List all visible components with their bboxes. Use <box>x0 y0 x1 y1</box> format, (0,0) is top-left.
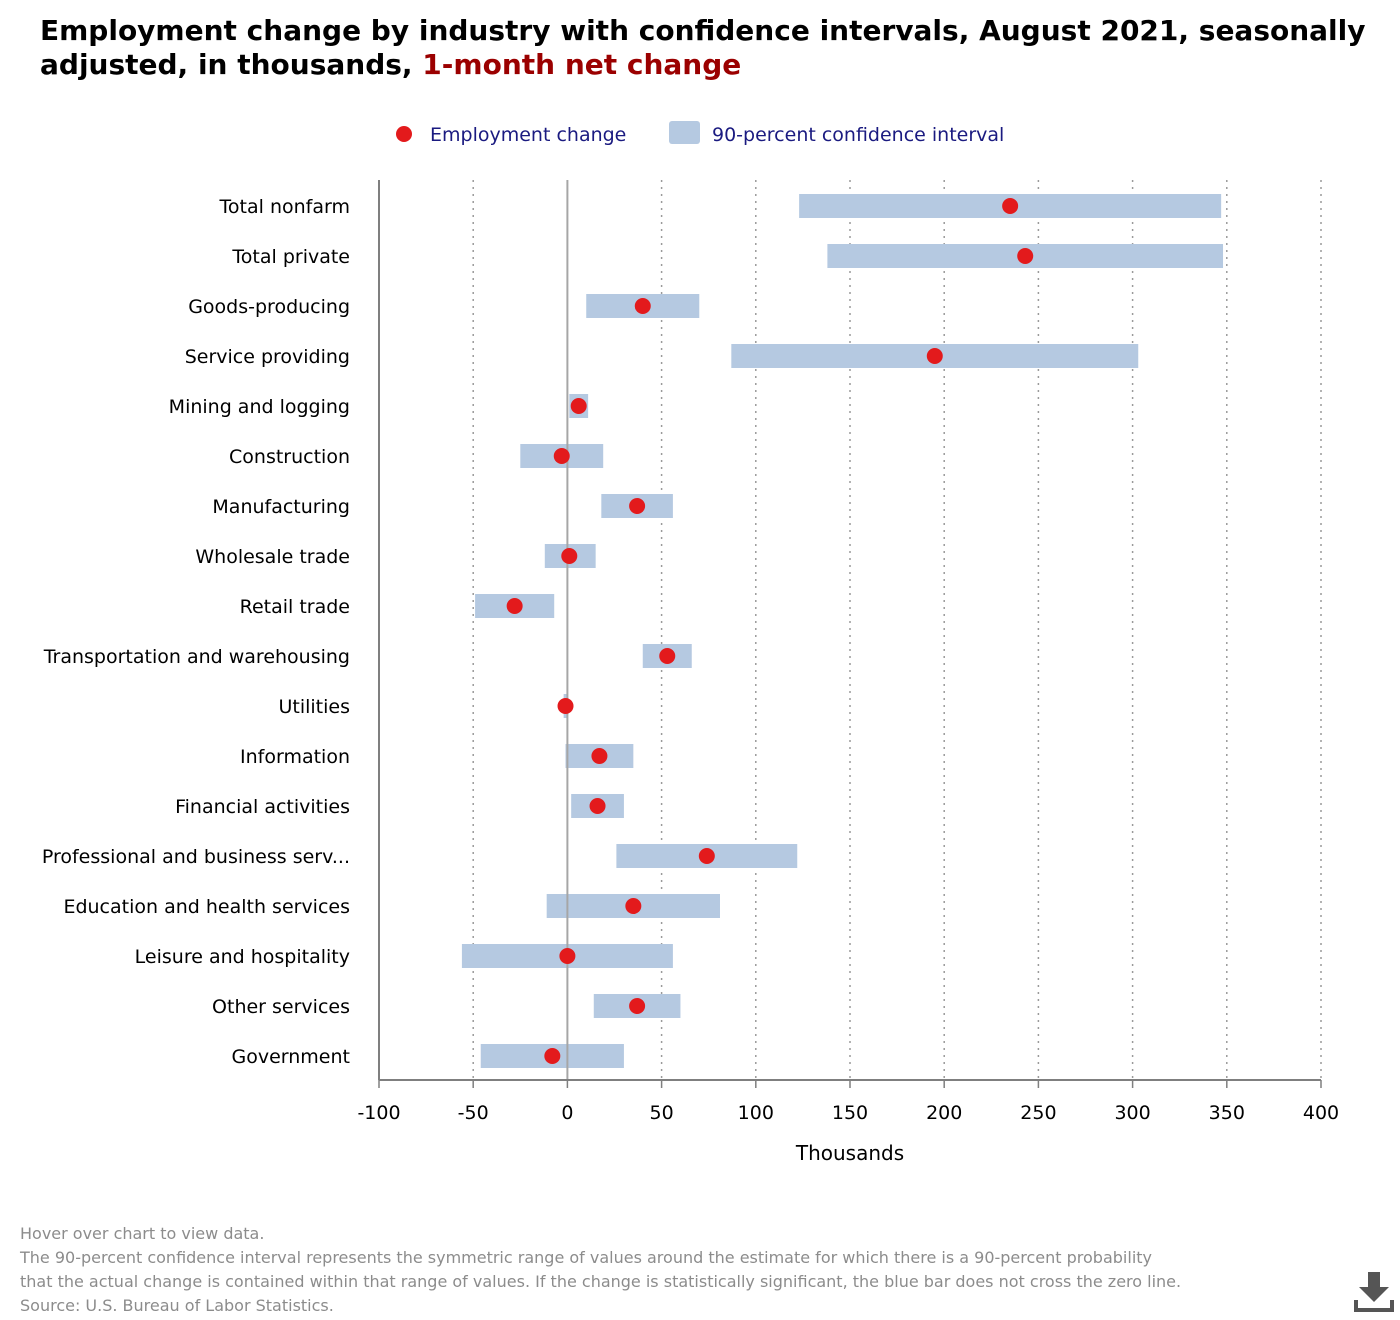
footer: Hover over chart to view data. The 90-pe… <box>20 1222 1320 1318</box>
x-tick-label: 50 <box>650 1102 674 1124</box>
employment-change-point <box>589 798 606 814</box>
employment-change-point <box>625 898 642 914</box>
employment-change-point <box>1002 198 1019 214</box>
category-label: Professional and business serv... <box>42 846 350 868</box>
footnote-line-2: that the actual change is contained with… <box>20 1272 1182 1291</box>
x-tick-label: 200 <box>926 1102 962 1124</box>
employment-change-point <box>561 548 578 564</box>
category-label: Leisure and hospitality <box>135 946 350 968</box>
category-label: Total private <box>231 246 350 268</box>
x-axis-ticks: -100 -50 0 50 100 150 200 250 300 350 400 <box>357 1080 1339 1124</box>
employment-change-point <box>659 648 676 664</box>
category-label: Education and health services <box>63 896 350 918</box>
legend-point-label: Employment change <box>430 124 626 146</box>
interval-bars <box>461 194 1224 1068</box>
category-label: Other services <box>212 996 350 1018</box>
legend-point-marker <box>396 126 412 142</box>
category-label: Utilities <box>278 696 350 718</box>
x-tick-label: 100 <box>738 1102 774 1124</box>
x-tick-label: 250 <box>1020 1102 1056 1124</box>
employment-change-point <box>629 998 646 1014</box>
employment-change-point <box>629 498 646 514</box>
employment-change-point <box>506 598 523 614</box>
legend[interactable]: Employment change 90-percent confidence … <box>396 121 1004 146</box>
category-label: Construction <box>229 446 350 468</box>
source-note: Source: U.S. Bureau of Labor Statistics. <box>20 1296 334 1315</box>
x-tick-label: 0 <box>561 1102 573 1124</box>
category-label: Retail trade <box>240 596 350 618</box>
chart[interactable]: Employment change 90-percent confidence … <box>0 100 1400 1180</box>
employment-change-point <box>634 298 651 314</box>
x-tick-label: 300 <box>1114 1102 1150 1124</box>
x-tick-label: -50 <box>458 1102 489 1124</box>
employment-change-point <box>544 1048 561 1064</box>
footnote-line-1: The 90-percent confidence interval repre… <box>20 1248 1152 1267</box>
x-axis-title: Thousands <box>795 1141 904 1165</box>
category-label: Service providing <box>185 346 350 368</box>
employment-change-point <box>591 748 608 764</box>
category-label: Total nonfarm <box>219 196 350 218</box>
category-label: Financial activities <box>175 796 350 818</box>
category-label: Mining and logging <box>169 396 350 418</box>
x-tick-label: -100 <box>357 1102 400 1124</box>
legend-interval-marker <box>669 121 700 144</box>
category-label: Government <box>232 1046 351 1068</box>
data-points <box>506 198 1034 1064</box>
employment-change-point <box>570 398 587 414</box>
chart-title-highlight: 1-month net change <box>422 48 742 81</box>
x-tick-label: 150 <box>832 1102 868 1124</box>
x-tick-label: 350 <box>1209 1102 1245 1124</box>
employment-change-point <box>926 348 943 364</box>
hover-note: Hover over chart to view data. <box>20 1224 265 1243</box>
x-tick-label: 400 <box>1303 1102 1339 1124</box>
employment-change-point <box>553 448 570 464</box>
grid <box>472 180 1322 1080</box>
employment-change-point <box>1017 248 1034 264</box>
chart-title: Employment change by industry with confi… <box>40 14 1370 82</box>
employment-change-point <box>559 948 576 964</box>
legend-interval-label: 90-percent confidence interval <box>712 124 1004 146</box>
y-axis-labels: Total nonfarm Total private Goods-producin… <box>42 196 350 1068</box>
employment-change-point <box>557 698 574 714</box>
category-label: Transportation and warehousing <box>43 646 350 668</box>
download-icon[interactable] <box>1352 1268 1396 1314</box>
category-label: Goods-producing <box>188 296 350 318</box>
category-label: Information <box>240 746 350 768</box>
category-label: Manufacturing <box>212 496 350 518</box>
employment-change-point <box>698 848 715 864</box>
category-label: Wholesale trade <box>195 546 350 568</box>
chart-title-main: Employment change by industry with confi… <box>40 14 1366 81</box>
